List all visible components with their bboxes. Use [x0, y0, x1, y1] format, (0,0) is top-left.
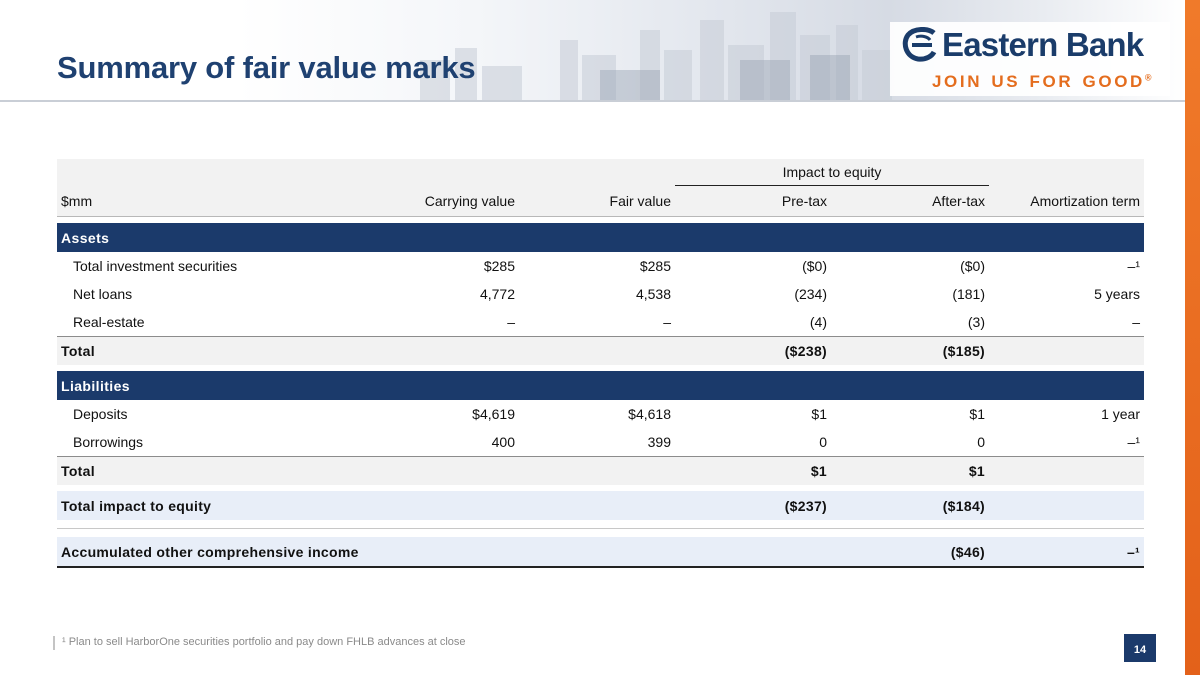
cell-after-tax: ($184)	[831, 491, 989, 520]
page-title: Summary of fair value marks	[57, 50, 476, 85]
cell-after-tax: 0	[977, 434, 985, 450]
col-header-after-tax: After-tax	[831, 185, 989, 217]
cell-after-tax: ($185)	[831, 336, 989, 365]
cell-amortization-term: –	[1132, 314, 1140, 330]
section-label: Assets	[57, 223, 1144, 252]
cell-amortization-term: 1 year	[1101, 406, 1140, 422]
cell-empty	[369, 336, 519, 365]
row-label: Deposits	[73, 406, 128, 422]
cell-carrying-value: 4,772	[479, 286, 515, 302]
cell-empty	[675, 537, 831, 568]
assets-total-row: Total ($238) ($185)	[57, 336, 1144, 365]
cell-after-tax: $1	[969, 406, 985, 422]
liabilities-total-row: Total $1 $1	[57, 456, 1144, 485]
cell-empty	[519, 336, 675, 365]
row-label: Net loans	[73, 286, 133, 302]
cell-carrying-value: –	[507, 314, 515, 330]
cell-empty	[519, 537, 675, 568]
cell-amortization-term: –¹	[989, 537, 1144, 568]
cell-empty	[989, 336, 1144, 365]
row-label: Total investment securities	[73, 258, 238, 274]
col-header-fair-value: Fair value	[519, 185, 675, 217]
table-row: Real-estate – – (4) (3) –	[57, 308, 1144, 337]
logo-backdrop	[890, 22, 1170, 96]
cell-pre-tax: ($0)	[802, 258, 827, 274]
cell-carrying-value: $4,619	[472, 406, 515, 422]
orange-side-bar	[1185, 0, 1200, 675]
cell-amortization-term: 5 years	[1094, 286, 1140, 302]
header-rule	[0, 100, 1185, 102]
cell-empty	[369, 491, 519, 520]
header-blank	[989, 159, 1144, 186]
footnote: ¹ Plan to sell HarborOne securities port…	[62, 636, 466, 648]
cell-pre-tax: ($237)	[675, 491, 831, 520]
col-header-amortization-term: Amortization term	[989, 185, 1144, 217]
cell-fair-value: 4,538	[635, 286, 671, 302]
logo-tagline: JOIN US FOR GOOD®	[932, 72, 1152, 92]
table-row: Total investment securities $285 $285 ($…	[57, 252, 1144, 280]
cell-after-tax: ($46)	[831, 537, 989, 568]
cell-empty	[369, 456, 519, 485]
cell-amortization-term: –¹	[1127, 258, 1140, 274]
row-label: Borrowings	[73, 434, 144, 450]
cell-fair-value: 399	[647, 434, 671, 450]
cell-pre-tax: (4)	[809, 314, 827, 330]
section-header-assets: Assets	[57, 223, 1144, 252]
row-label: Accumulated other comprehensive income	[57, 537, 369, 568]
header-blank	[57, 159, 369, 186]
cell-empty	[519, 456, 675, 485]
cell-pre-tax: $1	[811, 406, 827, 422]
header-blank	[519, 159, 675, 186]
cell-pre-tax: 0	[819, 434, 827, 450]
cell-empty	[989, 491, 1144, 520]
header-row-group: Impact to equity	[57, 159, 1144, 186]
city-skyline-image	[420, 12, 892, 102]
eastern-bank-logo-mark-icon	[902, 27, 937, 62]
cell-carrying-value: $285	[483, 258, 515, 274]
col-header-pre-tax: Pre-tax	[675, 185, 831, 217]
page-number: 14	[1124, 634, 1156, 662]
header-blank	[369, 159, 519, 186]
cell-pre-tax: ($238)	[675, 336, 831, 365]
cell-pre-tax: (234)	[794, 286, 827, 302]
cell-amortization-term: –¹	[1127, 434, 1140, 450]
row-label: Total	[57, 336, 369, 365]
cell-empty	[369, 537, 519, 568]
cell-after-tax: (3)	[967, 314, 985, 330]
table-row: Borrowings 400 399 0 0 –¹	[57, 428, 1144, 457]
registered-mark: ®	[1144, 72, 1152, 83]
cell-fair-value: $285	[639, 258, 671, 274]
cell-carrying-value: 400	[491, 434, 515, 450]
aoci-row: Accumulated other comprehensive income (…	[57, 537, 1144, 568]
logo-wordmark: Eastern Bank	[942, 26, 1144, 63]
fair-value-table: Impact to equity $mm Carrying value Fair…	[57, 159, 1144, 568]
section-label: Liabilities	[57, 371, 1144, 400]
logo-tagline-text: JOIN US FOR GOOD	[932, 72, 1145, 91]
cell-empty	[519, 491, 675, 520]
section-header-liabilities: Liabilities	[57, 371, 1144, 400]
column-header-row: $mm Carrying value Fair value Pre-tax Af…	[57, 185, 1144, 217]
col-header-carrying-value: Carrying value	[369, 185, 519, 217]
cell-pre-tax: $1	[675, 456, 831, 485]
cell-fair-value: $4,618	[628, 406, 671, 422]
cell-empty	[989, 456, 1144, 485]
footnote-marker	[53, 636, 55, 650]
col-header-mm: $mm	[57, 185, 369, 217]
impact-to-equity-header: Impact to equity	[675, 159, 989, 186]
total-impact-row: Total impact to equity ($237) ($184)	[57, 491, 1144, 520]
table-row: Deposits $4,619 $4,618 $1 $1 1 year	[57, 400, 1144, 428]
row-label: Total impact to equity	[57, 491, 369, 520]
cell-after-tax: $1	[831, 456, 989, 485]
row-label: Real-estate	[73, 314, 145, 330]
row-label: Total	[57, 456, 369, 485]
cell-fair-value: –	[663, 314, 671, 330]
cell-after-tax: ($0)	[960, 258, 985, 274]
cell-after-tax: (181)	[952, 286, 985, 302]
table-row: Net loans 4,772 4,538 (234) (181) 5 year…	[57, 280, 1144, 308]
